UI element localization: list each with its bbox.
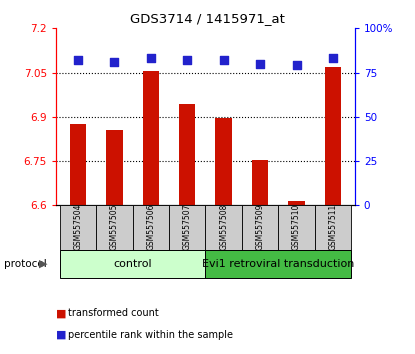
Point bbox=[293, 63, 300, 68]
Bar bbox=[70, 124, 86, 205]
Bar bbox=[106, 130, 122, 205]
Bar bbox=[325, 67, 341, 205]
Bar bbox=[60, 250, 205, 278]
Text: ■: ■ bbox=[56, 330, 66, 339]
Point bbox=[330, 56, 336, 61]
Bar bbox=[215, 118, 232, 205]
Point bbox=[257, 61, 264, 67]
Text: GSM557505: GSM557505 bbox=[110, 203, 119, 250]
Point bbox=[75, 57, 81, 63]
Text: GDS3714 / 1415971_at: GDS3714 / 1415971_at bbox=[130, 12, 285, 25]
Bar bbox=[288, 201, 305, 205]
Text: Evi1 retroviral transduction: Evi1 retroviral transduction bbox=[202, 259, 354, 269]
Bar bbox=[179, 103, 195, 205]
Text: GSM557510: GSM557510 bbox=[292, 203, 301, 250]
Bar bbox=[242, 205, 278, 250]
Point bbox=[147, 56, 154, 61]
Bar bbox=[252, 160, 268, 205]
Text: ■: ■ bbox=[56, 308, 66, 318]
Point bbox=[220, 57, 227, 63]
Bar bbox=[315, 205, 351, 250]
Text: GSM557504: GSM557504 bbox=[73, 203, 83, 250]
Bar bbox=[205, 250, 351, 278]
Bar bbox=[96, 205, 132, 250]
Point bbox=[111, 59, 117, 65]
Bar bbox=[205, 205, 242, 250]
Text: transformed count: transformed count bbox=[68, 308, 159, 318]
Text: percentile rank within the sample: percentile rank within the sample bbox=[68, 330, 234, 339]
Bar bbox=[132, 205, 169, 250]
Text: GSM557511: GSM557511 bbox=[328, 204, 337, 250]
Bar bbox=[169, 205, 205, 250]
Text: protocol: protocol bbox=[4, 259, 47, 269]
Bar bbox=[278, 205, 315, 250]
Text: GSM557508: GSM557508 bbox=[219, 203, 228, 250]
Point bbox=[184, 57, 190, 63]
Bar bbox=[60, 205, 96, 250]
Bar bbox=[143, 71, 159, 205]
Text: GSM557506: GSM557506 bbox=[146, 203, 155, 250]
Text: GSM557509: GSM557509 bbox=[256, 203, 265, 250]
Text: ▶: ▶ bbox=[39, 259, 48, 269]
Text: control: control bbox=[113, 259, 152, 269]
Text: GSM557507: GSM557507 bbox=[183, 203, 192, 250]
